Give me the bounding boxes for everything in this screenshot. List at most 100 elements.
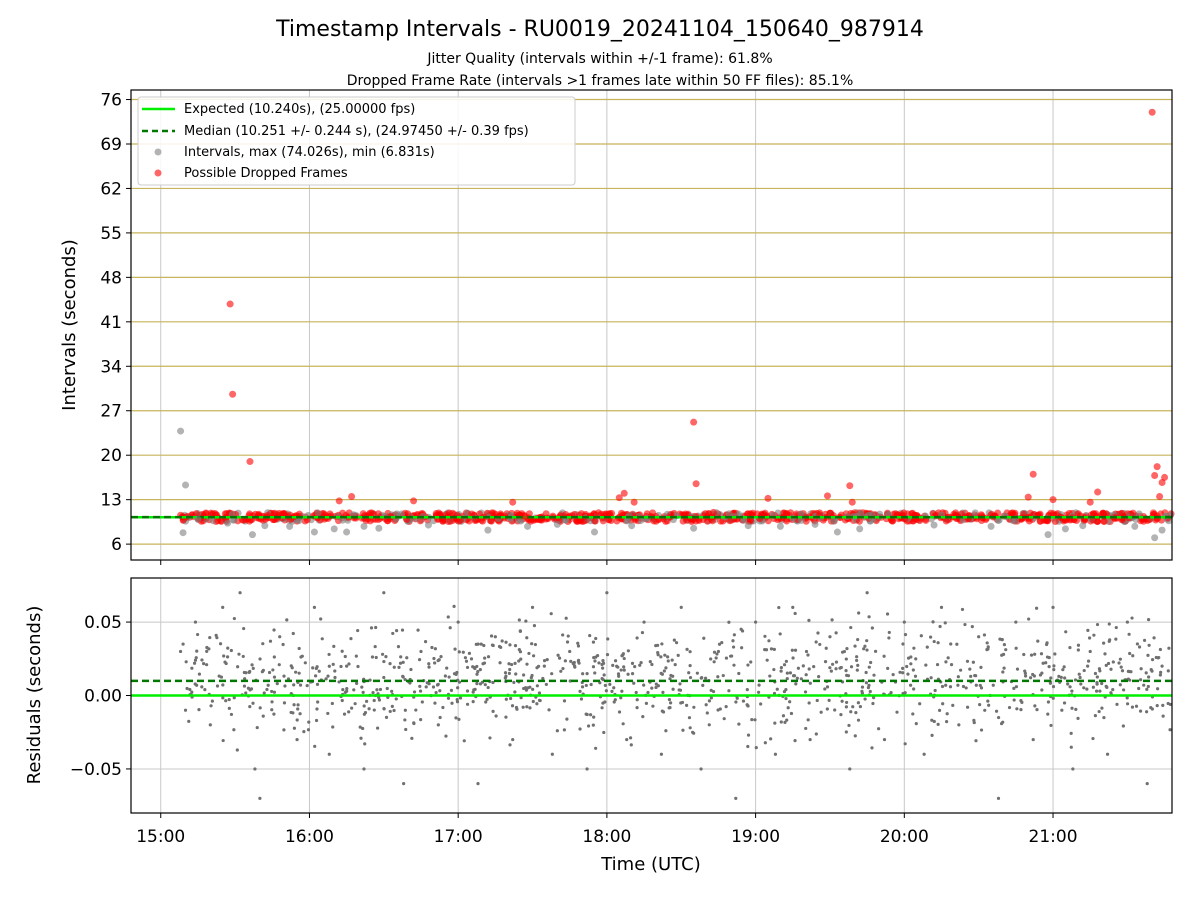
residual-point [1086,628,1090,632]
residual-point [315,682,320,686]
residual-point [783,720,787,724]
residual-point [985,641,989,645]
residual-point [569,659,573,663]
residual-point [481,662,485,666]
residual-point [664,666,668,670]
residual-point [849,625,853,630]
residual-point [704,703,708,707]
residual-point [886,666,890,671]
residual-point [1091,736,1095,741]
residual-point [295,737,299,742]
residual-point [261,668,265,672]
residual-point [644,701,649,705]
residual-point [919,634,923,638]
residual-point [354,654,358,658]
residual-point [382,591,386,595]
residual-point [412,721,416,726]
residual-point [935,662,940,667]
residual-point [444,734,448,738]
residual-point [700,676,704,680]
residual-point [207,647,211,651]
residual-point [901,691,905,696]
residual-point [382,675,386,680]
residual-point [283,684,287,688]
residual-point [1079,682,1083,686]
residual-point [550,752,554,756]
dropped-frame-point [746,510,754,518]
residual-point [1093,713,1097,718]
residual-point [535,666,539,670]
residual-point [834,667,838,671]
residual-point [416,628,420,632]
residual-point [705,711,709,715]
x-tick-label: 18:00 [582,827,631,847]
residual-point [405,656,409,660]
residual-point [1146,653,1150,657]
residual-point [453,647,457,651]
residual-point [845,700,849,705]
residual-point [454,672,458,676]
residual-point [610,689,614,694]
residual-point [759,702,763,706]
interval-point [179,529,187,537]
residual-point [1139,678,1143,682]
residual-point [282,728,286,732]
residual-point [906,672,910,676]
residual-point [370,655,375,659]
residual-point [793,739,797,743]
residual-point [509,696,513,701]
residual-point [244,691,248,695]
residual-point [1114,637,1118,641]
residual-point [535,702,539,706]
residual-point [845,646,849,651]
interval-point [690,524,698,532]
residual-point [806,718,810,722]
residual-point [911,712,915,716]
residual-point [1095,680,1099,685]
residual-point [433,647,437,651]
interval-point [797,510,805,518]
residual-point [872,696,876,700]
residual-point [315,665,319,669]
residual-point [963,622,967,627]
dropped-frame-point [1148,108,1156,116]
residual-point [594,746,598,750]
residual-point [987,703,991,707]
x-tick-label: 17:00 [434,827,483,847]
residual-point [768,674,772,678]
residual-point [272,712,276,716]
residual-point [656,650,660,655]
residual-point [855,658,859,663]
dropped-frame-point [280,510,288,518]
residual-point [251,666,255,670]
residual-point [343,690,347,694]
residual-point [788,700,792,704]
residual-point [790,648,794,652]
residual-point [201,662,206,666]
residual-point [514,705,519,710]
residual-point [613,659,618,663]
interval-point [484,526,492,534]
residual-point [732,633,736,637]
residual-point [818,642,822,647]
residual-point [863,697,867,701]
residual-point [457,717,461,721]
residual-point [666,659,670,663]
residual-point [475,672,479,676]
residual-point [648,660,652,664]
residual-point [521,705,525,709]
residual-point [562,728,567,732]
residual-point [601,661,606,665]
residual-point [854,711,858,715]
residual-point [292,703,296,707]
residual-point [731,639,735,643]
residual-point [331,725,335,729]
residual-point [749,660,753,664]
residual-point [1076,643,1081,647]
residual-point [431,685,436,689]
residual-point [949,663,954,667]
dropped-frame-point [1102,510,1110,518]
residual-point [604,689,608,693]
dropped-frame-point [477,516,485,524]
residual-point [622,668,626,672]
